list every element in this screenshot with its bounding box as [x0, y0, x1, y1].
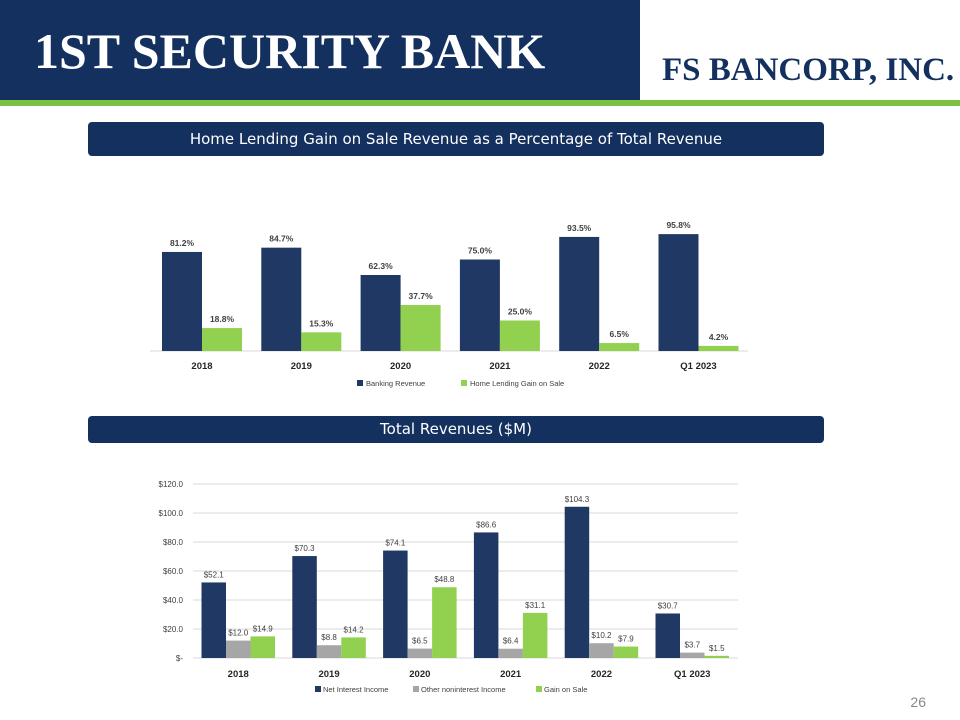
chart1-data-label: 84.7% — [269, 234, 294, 244]
chart2-bar-net-interest — [473, 532, 499, 658]
chart1-category-label: 2022 — [589, 361, 610, 372]
chart2-y-tick-label: $100.0 — [159, 509, 184, 518]
chart1-legend-label: Home Lending Gain on Sale — [470, 379, 564, 388]
chart1-bar-banking — [658, 234, 699, 351]
chart1-data-label: 25.0% — [508, 307, 533, 317]
chart2-data-label: $104.3 — [565, 495, 590, 504]
chart2-y-tick-label: $20.0 — [163, 625, 184, 634]
chart2-bar-gain-on-sale — [341, 637, 366, 658]
chart1-category-label: 2021 — [489, 361, 511, 372]
chart1-category-label: 2018 — [191, 361, 212, 372]
chart2-data-label: $10.2 — [591, 631, 612, 640]
chart1-legend-label: Banking Revenue — [366, 379, 425, 388]
chart1-bar-gain-on-sale — [599, 343, 640, 351]
chart2-legend-swatch — [315, 686, 321, 692]
chart2-data-label: $6.5 — [412, 637, 428, 646]
chart1-data-label: 95.8% — [666, 220, 691, 230]
chart1-data-label: 18.8% — [210, 314, 235, 324]
chart1-category-label: 2019 — [291, 361, 312, 372]
chart2-category-label: Q1 2023 — [674, 669, 710, 680]
chart2-data-label: $12.0 — [228, 629, 249, 638]
chart2-data-label: $3.7 — [684, 641, 700, 650]
chart2-data-label: $6.4 — [503, 637, 519, 646]
chart1-data-label: 37.7% — [409, 291, 434, 301]
chart2-data-label: $8.8 — [321, 633, 337, 642]
chart1-data-label: 62.3% — [369, 261, 394, 271]
chart2-data-label: $14.9 — [253, 624, 274, 633]
chart1-data-label: 75.0% — [468, 246, 493, 256]
chart1-category-label: 2020 — [390, 361, 411, 372]
chart2-legend-label: Net Interest Income — [323, 685, 388, 694]
chart2-bar-net-interest — [564, 506, 590, 658]
chart2-bar-other-noninterest — [407, 648, 433, 658]
chart2-legend-swatch — [413, 686, 419, 692]
chart1-bar-gain-on-sale — [698, 345, 739, 351]
chart2-category-label: 2020 — [409, 669, 430, 680]
chart2-bar-net-interest — [201, 582, 226, 658]
chart1-bar-gain-on-sale — [400, 305, 441, 351]
chart2-category-label: 2018 — [228, 669, 249, 680]
chart2-category-label: 2022 — [591, 669, 612, 680]
chart1-data-label: 4.2% — [709, 332, 729, 342]
chart1-bar-banking — [559, 236, 600, 351]
chart2-bar-other-noninterest — [680, 652, 705, 658]
chart2-data-label: $30.7 — [658, 601, 679, 610]
chart2-bar-other-noninterest — [498, 648, 523, 658]
chart1-category-label: Q1 2023 — [680, 361, 716, 372]
chart1-data-label: 15.3% — [309, 318, 334, 328]
chart1-bar-gain-on-sale — [301, 332, 342, 351]
chart2-y-tick-label: $- — [176, 654, 183, 663]
chart2-data-label: $52.1 — [204, 570, 225, 579]
chart2-bar-gain-on-sale — [613, 646, 639, 658]
header-accent-stripe — [0, 100, 960, 106]
chart2-data-label: $14.2 — [344, 625, 365, 634]
chart1-data-label: 6.5% — [610, 329, 630, 339]
chart2-bar-other-noninterest — [226, 640, 251, 658]
chart2-y-tick-label: $60.0 — [163, 567, 184, 576]
chart1-legend-swatch — [461, 380, 467, 386]
chart2-bar-net-interest — [383, 550, 408, 658]
chart2-legend-swatch — [536, 686, 542, 692]
page-number: 26 — [910, 694, 926, 710]
chart2-data-label: $1.5 — [709, 644, 725, 653]
chart1-legend-swatch — [357, 380, 363, 386]
chart2-category-label: 2019 — [318, 669, 339, 680]
chart2-category-label: 2021 — [500, 669, 522, 680]
chart2-bar-other-noninterest — [589, 643, 614, 658]
chart2-legend-label: Other noninterest Income — [421, 685, 506, 694]
chart1-bar-banking — [459, 259, 500, 351]
chart1-bar-banking — [360, 274, 401, 351]
chart2-data-label: $48.8 — [434, 575, 455, 584]
chart2-bar-other-noninterest — [316, 645, 342, 658]
chart1-bar-gain-on-sale — [202, 328, 242, 351]
chart2-data-label: $70.3 — [295, 544, 316, 553]
chart2-bar-net-interest — [292, 556, 317, 658]
chart2-data-label: $7.9 — [618, 635, 634, 644]
chart2-y-tick-label: $120.0 — [159, 480, 184, 489]
chart1-bar-banking — [162, 251, 202, 351]
chart2-legend-label: Gain on Sale — [544, 685, 587, 694]
chart1-data-label: 81.2% — [170, 238, 195, 248]
chart2-title: Total Revenues ($M) — [88, 416, 824, 443]
chart2-data-label: $74.1 — [385, 539, 406, 548]
chart1-data-label: 93.5% — [567, 223, 592, 233]
first-security-bank-logo: 1ST SECURITY BANK — [34, 23, 546, 79]
chart2-bar-gain-on-sale — [432, 587, 457, 658]
chart2-bar-gain-on-sale — [522, 612, 548, 658]
chart2-data-label: $31.1 — [525, 601, 546, 610]
header-band — [0, 0, 640, 100]
chart2-bar-net-interest — [655, 613, 680, 658]
chart2-bar-gain-on-sale — [704, 655, 729, 658]
fs-bancorp-logo: FS BANCORP, INC. — [662, 52, 955, 88]
chart2-bar-gain-on-sale — [250, 636, 275, 658]
chart1-title: Home Lending Gain on Sale Revenue as a P… — [88, 122, 824, 156]
chart2-y-tick-label: $80.0 — [163, 538, 184, 547]
chart1-bar-banking — [261, 247, 302, 351]
chart2-data-label: $86.6 — [476, 520, 497, 529]
chart2-y-tick-label: $40.0 — [163, 596, 184, 605]
chart1-bar-gain-on-sale — [499, 320, 540, 351]
